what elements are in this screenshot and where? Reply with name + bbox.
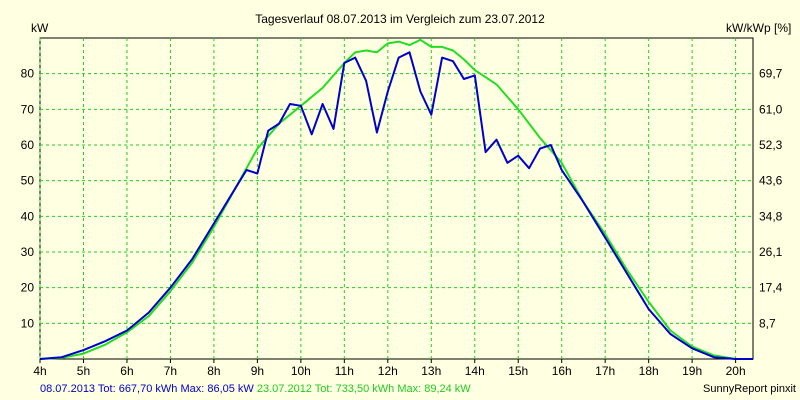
y-tick-label-right: 61,0 <box>759 102 783 116</box>
y-tick-label-right: 52,3 <box>759 138 783 152</box>
y-tick-label-right: 69,7 <box>759 67 783 81</box>
x-tick-label: 16h <box>552 364 572 378</box>
footer-green-summary: 23.07.2012 Tot: 733,50 kWh Max: 89,24 kW <box>256 383 471 395</box>
y-tick-label-right: 34,8 <box>759 209 783 223</box>
y-tick-label-right: 26,1 <box>759 245 783 259</box>
y-tick-label-left: 10 <box>21 316 35 330</box>
footer-credit: SunnyReport pinxit <box>703 383 796 395</box>
y-tick-label-left: 50 <box>21 174 35 188</box>
y-tick-label-right: 43,6 <box>759 174 783 188</box>
x-tick-label: 5h <box>77 364 90 378</box>
y-tick-label-left: 70 <box>21 102 35 116</box>
plot-area <box>39 37 754 360</box>
chart-title: Tagesverlauf 08.07.2013 im Vergleich zum… <box>255 12 545 26</box>
grid <box>39 38 753 359</box>
x-tick-label: 18h <box>639 364 659 378</box>
series-line-23-07-2012 <box>39 38 753 360</box>
y-tick-label-left: 40 <box>21 209 35 223</box>
x-tick-label: 4h <box>33 364 46 378</box>
footer-summary: 08.07.2013 Tot: 667,70 kWh Max: 86,05 kW… <box>40 383 471 395</box>
x-tick-label: 17h <box>595 364 615 378</box>
y-tick-label-left: 20 <box>21 281 35 295</box>
y-axis-label-left: kW <box>31 21 49 35</box>
x-tick-label: 6h <box>120 364 133 378</box>
y-tick-label-right: 8,7 <box>759 316 776 330</box>
x-tick-label: 14h <box>465 364 485 378</box>
x-tick-label: 8h <box>207 364 220 378</box>
y-axis-label-right: kW/kWp [%] <box>726 21 791 35</box>
x-tick-label: 7h <box>164 364 177 378</box>
series-line-08-07-2013 <box>39 51 753 360</box>
x-tick-label: 15h <box>508 364 528 378</box>
x-tick-label: 19h <box>682 364 702 378</box>
series-lines <box>39 38 753 360</box>
footer-blue-summary: 08.07.2013 Tot: 667,70 kWh Max: 86,05 kW <box>40 383 254 395</box>
x-tick-label: 13h <box>421 364 441 378</box>
x-tick-label: 10h <box>291 364 311 378</box>
y-tick-label-left: 30 <box>21 245 35 259</box>
y-tick-label-left: 80 <box>21 67 35 81</box>
x-tick-label: 9h <box>251 364 264 378</box>
x-tick-label: 11h <box>335 364 354 378</box>
axis-ticks: 4h 5h 6h 7h 8h 9h 10h 11h 12h 13h 14h 15h 16h 17h 18h 1… <box>21 67 783 378</box>
y-tick-label-right: 17,4 <box>759 281 783 295</box>
y-tick-label-left: 60 <box>21 138 35 152</box>
x-tick-label: 12h <box>378 364 398 378</box>
x-tick-label: 20h <box>726 364 746 378</box>
